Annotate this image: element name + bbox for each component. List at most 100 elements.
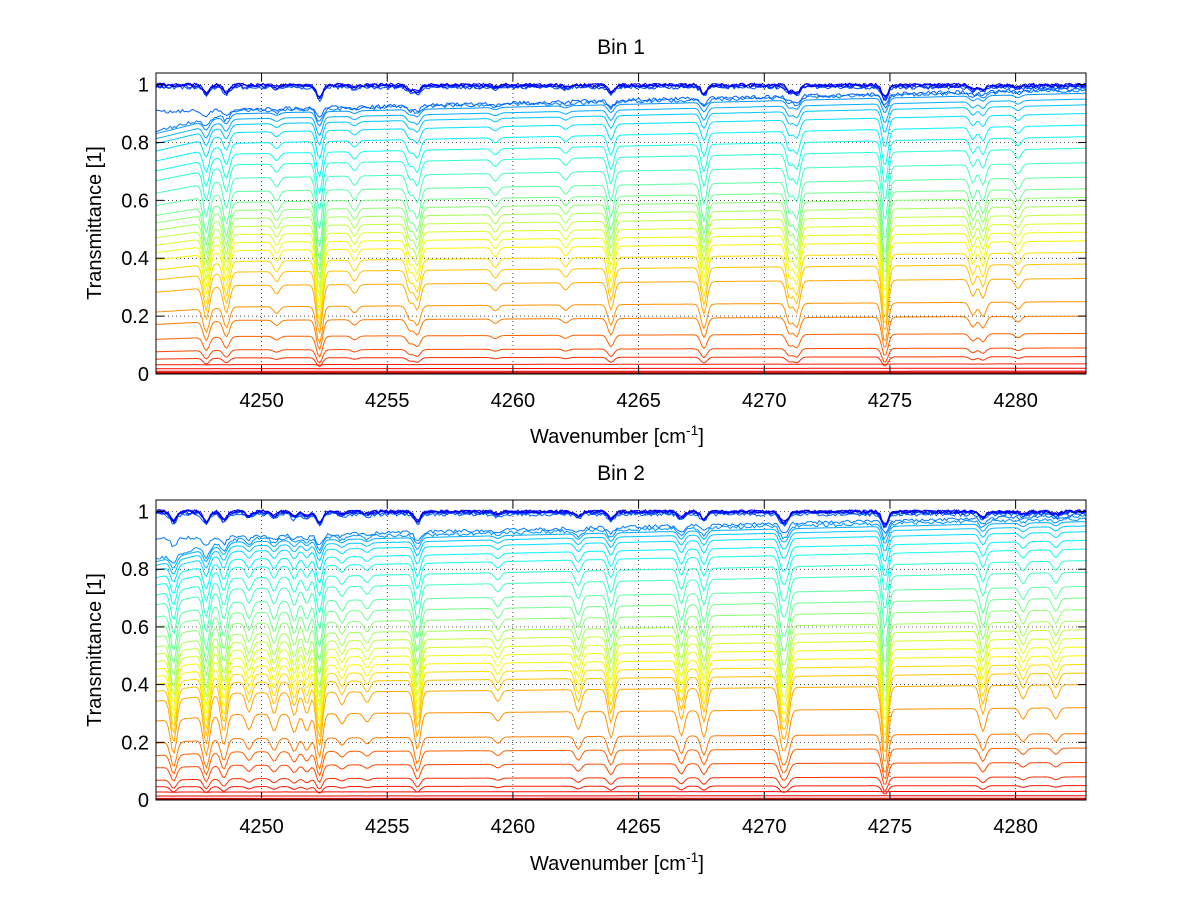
x-tick-label: 4260 <box>491 390 536 412</box>
series-line <box>155 655 1086 729</box>
x-tick-label: 4280 <box>993 390 1038 412</box>
series-line <box>155 231 1086 305</box>
series-line <box>155 82 1087 97</box>
y-tick-label: 0.2 <box>121 306 149 328</box>
x-tick-label: 4265 <box>616 390 661 412</box>
series-line <box>155 315 1086 351</box>
series-line <box>155 609 1086 678</box>
tick-marks <box>156 73 1086 375</box>
series-line <box>155 684 1086 753</box>
series-line <box>155 733 1086 773</box>
x-tick-label: 4275 <box>868 390 913 412</box>
x-axis-label: Wavenumber [cm-1] <box>530 849 704 875</box>
x-axis-label: Wavenumber [cm-1] <box>530 422 704 448</box>
series-line <box>155 539 1086 595</box>
y-tick-label: 0.6 <box>121 617 149 639</box>
x-tick-label: 4255 <box>365 816 410 838</box>
series-line <box>155 620 1086 692</box>
series-line <box>155 672 1086 744</box>
y-tick-label: 1 <box>138 75 149 97</box>
y-axis-label: Transmittance [1] <box>84 573 106 727</box>
series-line <box>155 197 1086 270</box>
chart-title: Bin 2 <box>597 462 645 485</box>
x-tick-label: 4275 <box>868 816 913 838</box>
series-line <box>155 762 1086 785</box>
x-axis-label-end: ] <box>698 853 704 875</box>
y-tick-label: 0.8 <box>121 132 149 154</box>
series-line <box>155 509 1086 525</box>
series-line <box>155 638 1086 711</box>
series-line <box>155 205 1087 280</box>
series-line <box>155 517 1087 564</box>
x-axis-label-superscript: -1 <box>686 849 699 865</box>
series-line <box>155 92 1086 135</box>
series-line <box>156 790 1086 793</box>
x-tick-labels: 4250 4255 4260 4265 4270 4275 4280 <box>239 390 1038 412</box>
series-line <box>156 785 1086 795</box>
series-line <box>155 188 1086 261</box>
series-line <box>156 367 1086 370</box>
x-tick-label: 4280 <box>993 816 1038 838</box>
y-tick-label: 0.2 <box>121 732 149 754</box>
series-line <box>155 521 1087 569</box>
x-tick-label: 4250 <box>239 816 284 838</box>
series-line <box>155 525 1086 575</box>
series-line <box>155 747 1086 779</box>
y-tick-label: 0 <box>138 790 149 812</box>
y-tick-label: 1 <box>138 502 149 524</box>
x-axis-label-superscript: -1 <box>686 422 699 438</box>
y-tick-label: 0.6 <box>121 190 149 212</box>
series-line <box>155 629 1086 702</box>
series-line <box>155 87 1087 118</box>
series-line <box>155 514 1087 548</box>
series-line <box>156 347 1086 364</box>
y-tick-label: 0 <box>138 364 149 386</box>
x-tick-label: 4250 <box>239 390 284 412</box>
y-tick-label: 0.8 <box>121 559 149 581</box>
series-line <box>155 333 1086 358</box>
series-line <box>155 560 1086 621</box>
series-line <box>155 571 1087 635</box>
plot-area <box>156 500 1086 800</box>
series-line <box>156 356 1086 368</box>
series-line <box>155 214 1086 288</box>
series-line <box>155 251 1087 322</box>
series-line <box>155 82 1087 99</box>
series-line <box>155 136 1086 196</box>
x-tick-label: 4270 <box>742 390 787 412</box>
series-line <box>155 176 1086 247</box>
y-tick-labels: 0 0.2 0.4 0.6 0.8 1 <box>121 75 149 386</box>
series-line <box>155 548 1087 606</box>
series-line <box>155 707 1086 762</box>
series-line <box>155 263 1086 328</box>
x-axis-label-main: Wavenumber [cm <box>530 426 686 448</box>
series-line <box>155 98 1087 140</box>
axes-box <box>155 72 1087 375</box>
y-axis-label: Transmittance [1] <box>84 146 106 300</box>
series-line <box>155 240 1086 312</box>
chart-title: Bin 1 <box>597 36 645 59</box>
x-axis-label-end: ] <box>698 426 704 448</box>
series-line <box>155 301 1087 345</box>
y-tick-label: 0.4 <box>121 675 149 697</box>
axes-box <box>155 499 1087 801</box>
series-line <box>155 162 1087 229</box>
series-line <box>155 85 1087 103</box>
series-line <box>155 278 1086 334</box>
x-axis-label-main: Wavenumber [cm <box>530 853 686 875</box>
series-line <box>156 363 1086 366</box>
x-tick-label: 4260 <box>491 816 536 838</box>
x-tick-label: 4265 <box>616 816 661 838</box>
x-tick-label: 4270 <box>742 816 787 838</box>
series-line <box>155 531 1087 583</box>
series-line <box>155 646 1086 720</box>
series-traces <box>155 508 1087 801</box>
chart-bin-2: Bin 2 0 0.2 0.4 0.6 0.8 1 4250 4255 4260 4265 427… <box>84 462 1087 875</box>
series-line <box>155 597 1086 664</box>
series-line <box>155 223 1086 297</box>
series-line <box>155 104 1087 147</box>
series-line <box>155 586 1087 652</box>
series-line <box>155 147 1086 210</box>
series-line <box>155 113 1087 160</box>
